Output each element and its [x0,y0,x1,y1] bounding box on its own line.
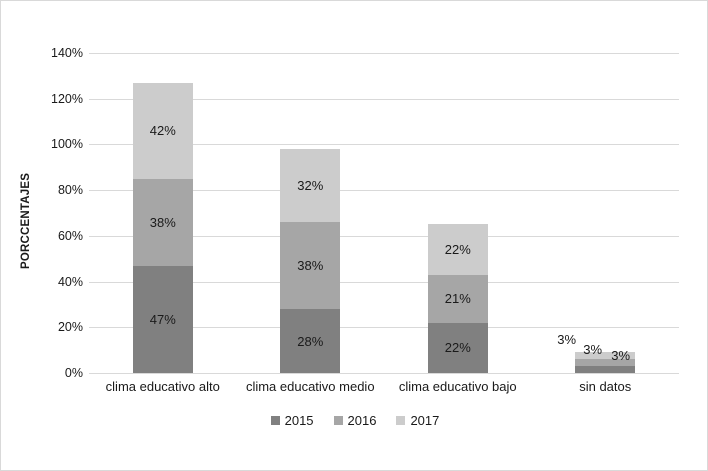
legend-swatch-icon [270,416,280,425]
bar-segment-label: 47% [149,311,176,327]
bar-group[interactable]: 47% 38% 42% [132,82,193,373]
bar-segment[interactable]: 47% [132,265,193,373]
y-axis-tick-label: 100% [51,137,83,152]
gridline [89,235,679,237]
axis-baseline [89,373,679,374]
gridline [89,190,679,192]
bar-group[interactable]: 22% 21% 22% [427,224,488,373]
x-axis-category-label: clima educativo bajo [398,379,517,394]
legend-item[interactable]: 2016 [333,413,377,428]
y-axis-tick-labels: 0% 20% 40% 60% 80% 100% 120% 140% [11,46,83,380]
gridline [89,98,679,100]
legend-item[interactable]: 2015 [270,413,314,428]
bar-segment-label: 3% [583,342,603,358]
gridline [89,144,679,146]
bar-segment-label: 38% [149,214,176,230]
bar-group[interactable]: 28% 38% 32% [280,149,341,373]
bar-segment[interactable] [575,359,636,367]
bar-segment[interactable]: 42% [132,82,193,179]
bar-segment[interactable]: 22% [427,224,488,275]
plot-area: 47% 38% 42% 28% 38% 32% 22% 21% 22% 3% 3% 3% [89,53,679,374]
bar-segment-label: 22% [444,340,471,356]
legend-label: 2016 [347,413,377,428]
bar-segment-label: 3% [557,332,577,348]
bar-segment[interactable] [575,352,636,360]
bar-segment[interactable]: 28% [280,309,341,373]
bar-segment-label: 22% [444,242,471,258]
x-axis-category-label: clima educativo medio [245,379,375,394]
bar-segment[interactable]: 21% [427,274,488,323]
bar-segment-label: 21% [444,291,471,307]
bar-segment[interactable]: 22% [427,322,488,373]
y-axis-tick-label: 120% [51,91,83,106]
legend-label: 2017 [410,413,440,428]
bar-segment-label: 42% [149,123,176,139]
legend-swatch-icon [333,416,343,425]
bar-segment-label: 32% [297,178,324,194]
bar-segment[interactable] [575,366,636,373]
x-axis-category-label: sin datos [579,379,632,394]
bar-segment[interactable]: 38% [280,222,341,309]
chart-legend: 2015 2016 2017 [1,413,707,428]
bar-segment[interactable]: 32% [280,149,341,223]
bar-group[interactable] [575,352,636,373]
x-axis-category-label: clima educativo alto [105,379,220,394]
y-axis-tick-label: 60% [57,228,83,243]
y-axis-tick-label: 20% [57,320,83,335]
x-axis-category-labels: clima educativo alto clima educativo medi… [89,379,679,401]
bar-segment-label: 3% [611,348,631,364]
gridline [89,281,679,283]
bar-segment-label: 28% [297,333,324,349]
gridline [89,327,679,329]
legend-swatch-icon [396,416,406,425]
legend-label: 2015 [284,413,314,428]
y-axis-tick-label: 0% [64,366,83,380]
y-axis-tick-label: 140% [51,46,83,60]
y-axis-tick-label: 40% [57,274,83,289]
gridline [89,53,679,54]
y-axis-tick-label: 80% [57,183,83,198]
bar-segment-label: 38% [297,258,324,274]
bar-segment[interactable]: 38% [132,178,193,266]
legend-item[interactable]: 2017 [396,413,439,428]
